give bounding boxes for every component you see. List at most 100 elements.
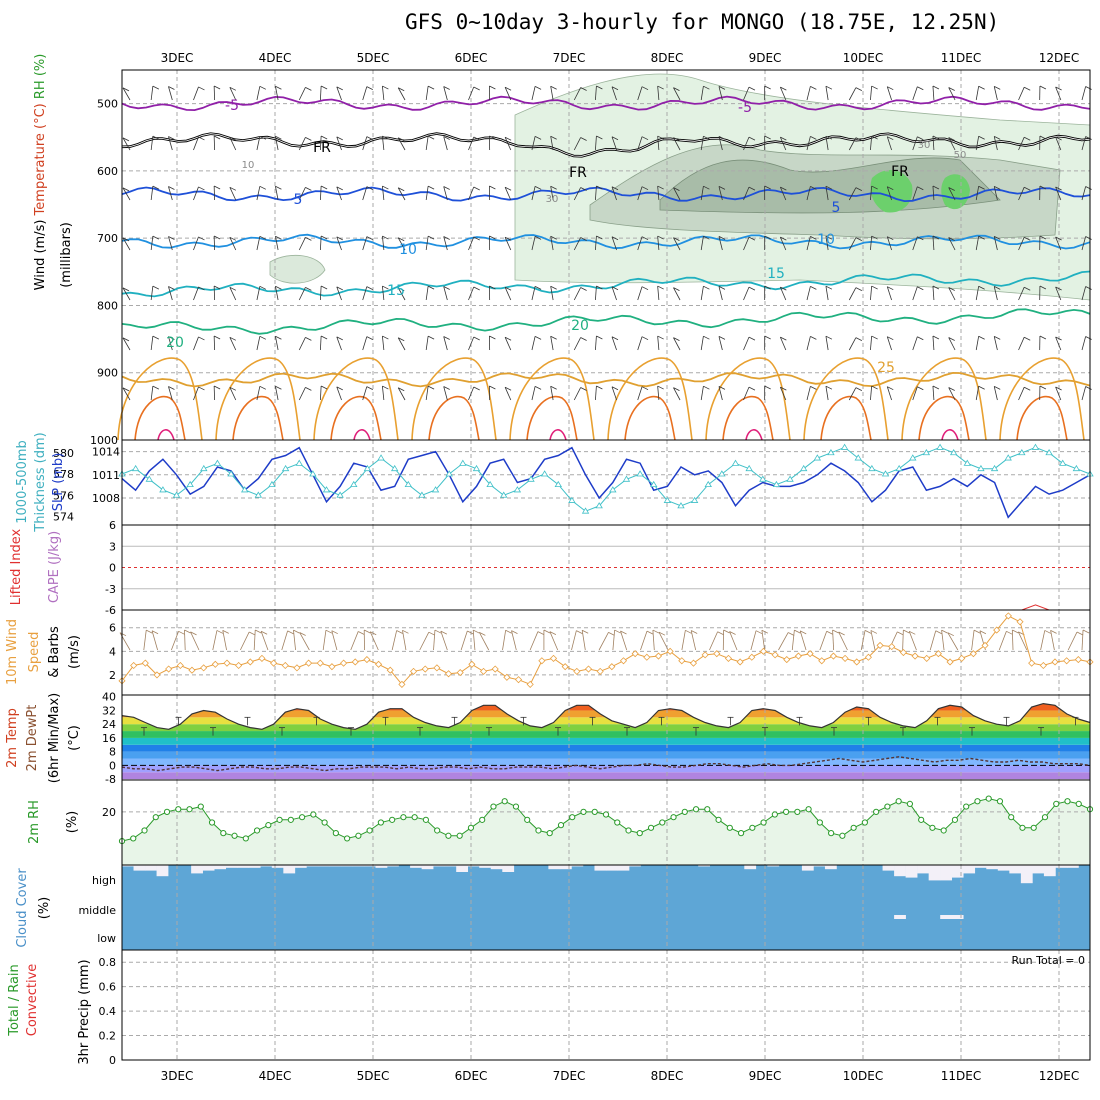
date-label-top: 5DEC <box>357 51 390 65</box>
thickness-point <box>840 443 849 450</box>
surface-wind-barb-flag <box>1044 630 1051 634</box>
upper-wind-barb <box>320 185 322 201</box>
thickness-point <box>813 454 822 461</box>
high-cloud-clear <box>479 865 492 868</box>
upper-wind-barb-flag <box>398 337 405 342</box>
surface-wind-barb <box>690 630 697 651</box>
upper-wind-barb <box>1018 137 1025 151</box>
upper-wind-barb <box>595 336 597 351</box>
thickness-point <box>609 486 617 493</box>
upper-wind-barb-flag <box>275 385 282 390</box>
high-cloud-clear <box>329 865 342 867</box>
upper-wind-barb <box>975 186 980 201</box>
surface-wind-barb <box>293 630 296 651</box>
rh-point <box>535 827 542 834</box>
upper-wind-barb-flag <box>810 286 817 290</box>
warm-dome-25 <box>117 357 203 441</box>
upper-wind-barb-flag <box>198 286 205 291</box>
upper-wind-barb <box>468 386 475 401</box>
upper-wind-barb <box>275 136 279 151</box>
upper-wind-barb <box>382 186 385 201</box>
upper-wind-barb-flag <box>168 136 175 140</box>
upper-wind-barb <box>504 387 512 401</box>
upper-wind-barb <box>743 186 750 201</box>
rh-point <box>434 827 441 834</box>
wind-speed-point <box>165 665 173 673</box>
temp-ylabel-4-part: (°C) <box>67 725 82 751</box>
upper-wind-barb-flag <box>1024 386 1031 391</box>
surface-wind-barb-flag <box>897 631 904 636</box>
upper-wind-barb <box>320 385 322 401</box>
wind-speed-point <box>934 650 942 658</box>
upper-wind-barb-flag <box>917 336 924 341</box>
upper-wind-barb <box>397 337 406 351</box>
wind-speed-point <box>1016 618 1024 626</box>
upper-wind-barb-flag <box>1085 186 1092 190</box>
upper-wind-barb <box>993 386 998 401</box>
upper-wind-barb-flag <box>213 135 221 140</box>
wind-speed-point <box>981 641 989 649</box>
date-label-top: 6DEC <box>455 51 488 65</box>
wind-speed-point <box>351 658 359 666</box>
upper-wind-barb-flag <box>887 336 894 341</box>
rh-point <box>782 808 790 815</box>
upper-wind-barb-flag <box>229 386 237 391</box>
upper-wind-barb-flag <box>275 185 282 190</box>
upper-wind-barb <box>336 186 342 201</box>
rh-point <box>1030 824 1037 831</box>
upper-wind-barb <box>1018 237 1025 251</box>
rh-point <box>828 830 835 837</box>
upper-wind-barb-flag <box>305 387 312 391</box>
rh-point <box>895 798 902 805</box>
thickness-point <box>704 480 712 488</box>
wind-speed-point <box>608 663 616 671</box>
upper-wind-barb <box>595 136 597 151</box>
wind-speed-point <box>794 652 802 660</box>
upper-wind-barb <box>993 86 998 101</box>
wind-speed-point <box>946 658 954 666</box>
wind-speed-point <box>724 654 733 662</box>
surface-wind-barb-flag <box>903 629 910 634</box>
date-label-top: 11DEC <box>941 51 981 65</box>
upper-wind-barb <box>298 187 306 201</box>
wind-speed-point <box>584 665 593 673</box>
upper-wind-barb-flag <box>473 136 480 141</box>
thickness-point <box>1018 448 1026 456</box>
warm-dome-35 <box>941 429 959 441</box>
upper-wind-barb <box>637 236 643 251</box>
high-cloud-clear <box>122 865 134 867</box>
surface-wind-barb <box>299 632 310 651</box>
upper-wind-barb <box>637 336 643 351</box>
upper-wind-barb <box>320 85 322 101</box>
upper-wind-barb <box>573 387 581 401</box>
upper-wind-barb-flag <box>320 185 328 190</box>
upper-wind-barb <box>168 386 173 401</box>
thickness-point <box>963 459 972 466</box>
upper-wind-barb <box>275 386 279 401</box>
upper-wind-barb-flag <box>657 335 664 340</box>
upper-wind-barb-flag <box>871 85 878 90</box>
rh-point <box>332 830 339 837</box>
surface-wind-barb-flag <box>1006 630 1013 635</box>
upper-wind-barb-flag <box>168 236 175 240</box>
wind-speed-point <box>153 671 161 679</box>
upper-wind-barb <box>948 287 956 301</box>
upper-wind-barb <box>657 286 660 301</box>
temp-band <box>122 772 1090 780</box>
wind-speed-point <box>899 648 907 657</box>
upper-wind-barb-flag <box>122 87 130 92</box>
pressure-tick-label: 1000 <box>90 434 118 447</box>
upper-wind-barb-flag <box>320 135 328 140</box>
surface-wind-barb <box>419 631 430 651</box>
surface-wind-barb-flag <box>979 630 987 635</box>
upper-wind-barb <box>673 137 681 151</box>
date-label-bottom: 7DEC <box>553 1069 586 1083</box>
upper-wind-barb-flag <box>152 135 160 140</box>
upper-wind-barb <box>779 186 787 201</box>
surface-wind-barb-flag <box>190 631 197 636</box>
upper-wind-barb-flag <box>168 186 175 190</box>
upper-wind-barb <box>611 136 617 151</box>
upper-wind-barb-flag <box>550 135 557 140</box>
upper-wind-barb <box>382 286 385 301</box>
upper-wind-barb-flag <box>855 337 863 341</box>
